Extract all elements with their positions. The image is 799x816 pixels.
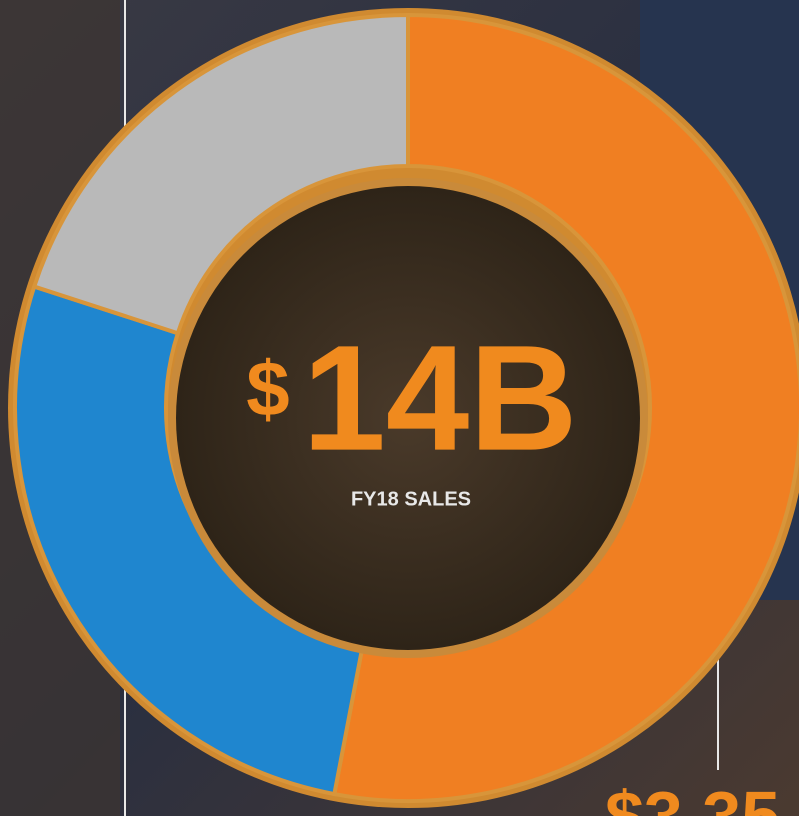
donut-slice <box>332 12 799 803</box>
corner-text: $3.35 <box>605 777 780 816</box>
center-currency: $ <box>246 345 289 433</box>
center-caption: FY18 SALES <box>351 488 471 510</box>
slices <box>13 12 799 803</box>
donut-slice <box>31 12 410 336</box>
center-disc <box>176 186 640 650</box>
center-amount: 14B <box>302 314 577 482</box>
